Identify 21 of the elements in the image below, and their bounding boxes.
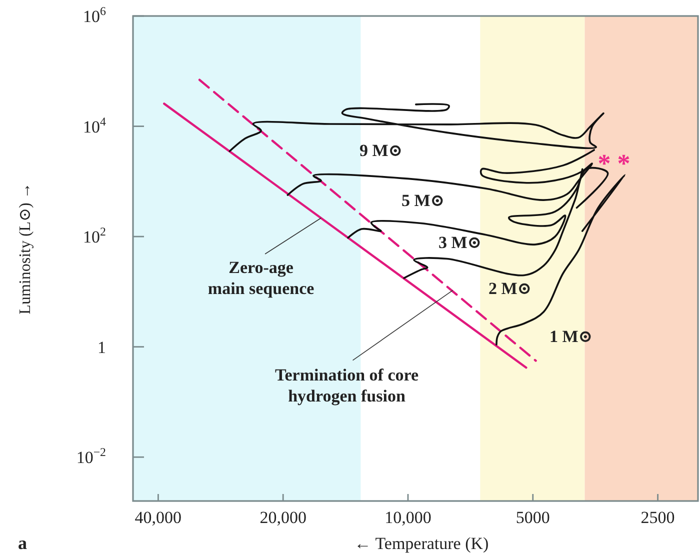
x-axis-title: ← Temperature (K) [354, 534, 489, 553]
series-label: 3 M⊙ [438, 233, 482, 252]
y-tick-label: 10$^{4}$ [83, 114, 106, 136]
text: a [18, 533, 27, 553]
x-tick-label: 10,000 [384, 508, 432, 527]
annotation: * * [598, 149, 630, 178]
y-tick-label: 1 [98, 338, 106, 357]
x-tick-label: 2500 [640, 508, 675, 527]
annotation: Zero-age main sequence [208, 258, 315, 298]
annotation: Termination of core hydrogen fusion [274, 365, 419, 406]
series-label: 5 M⊙ [401, 191, 445, 210]
series-label: 9 M⊙ [359, 141, 403, 160]
x-tick-label: 40,000 [134, 508, 182, 527]
series-label: 2 M⊙ [488, 279, 532, 298]
series-label: 1 M⊙ [549, 327, 593, 346]
x-tick-label: 20,000 [260, 508, 306, 527]
y-tick-label: 10$^{2}$ [83, 224, 106, 247]
y-axis-title: Luminosity (L⊙) → [17, 182, 34, 314]
y-tick-label: 10$^{6}$ [83, 4, 106, 26]
y-tick-label: 10$^{−2}$ [76, 445, 106, 468]
x-tick-label: 5000 [516, 508, 550, 527]
